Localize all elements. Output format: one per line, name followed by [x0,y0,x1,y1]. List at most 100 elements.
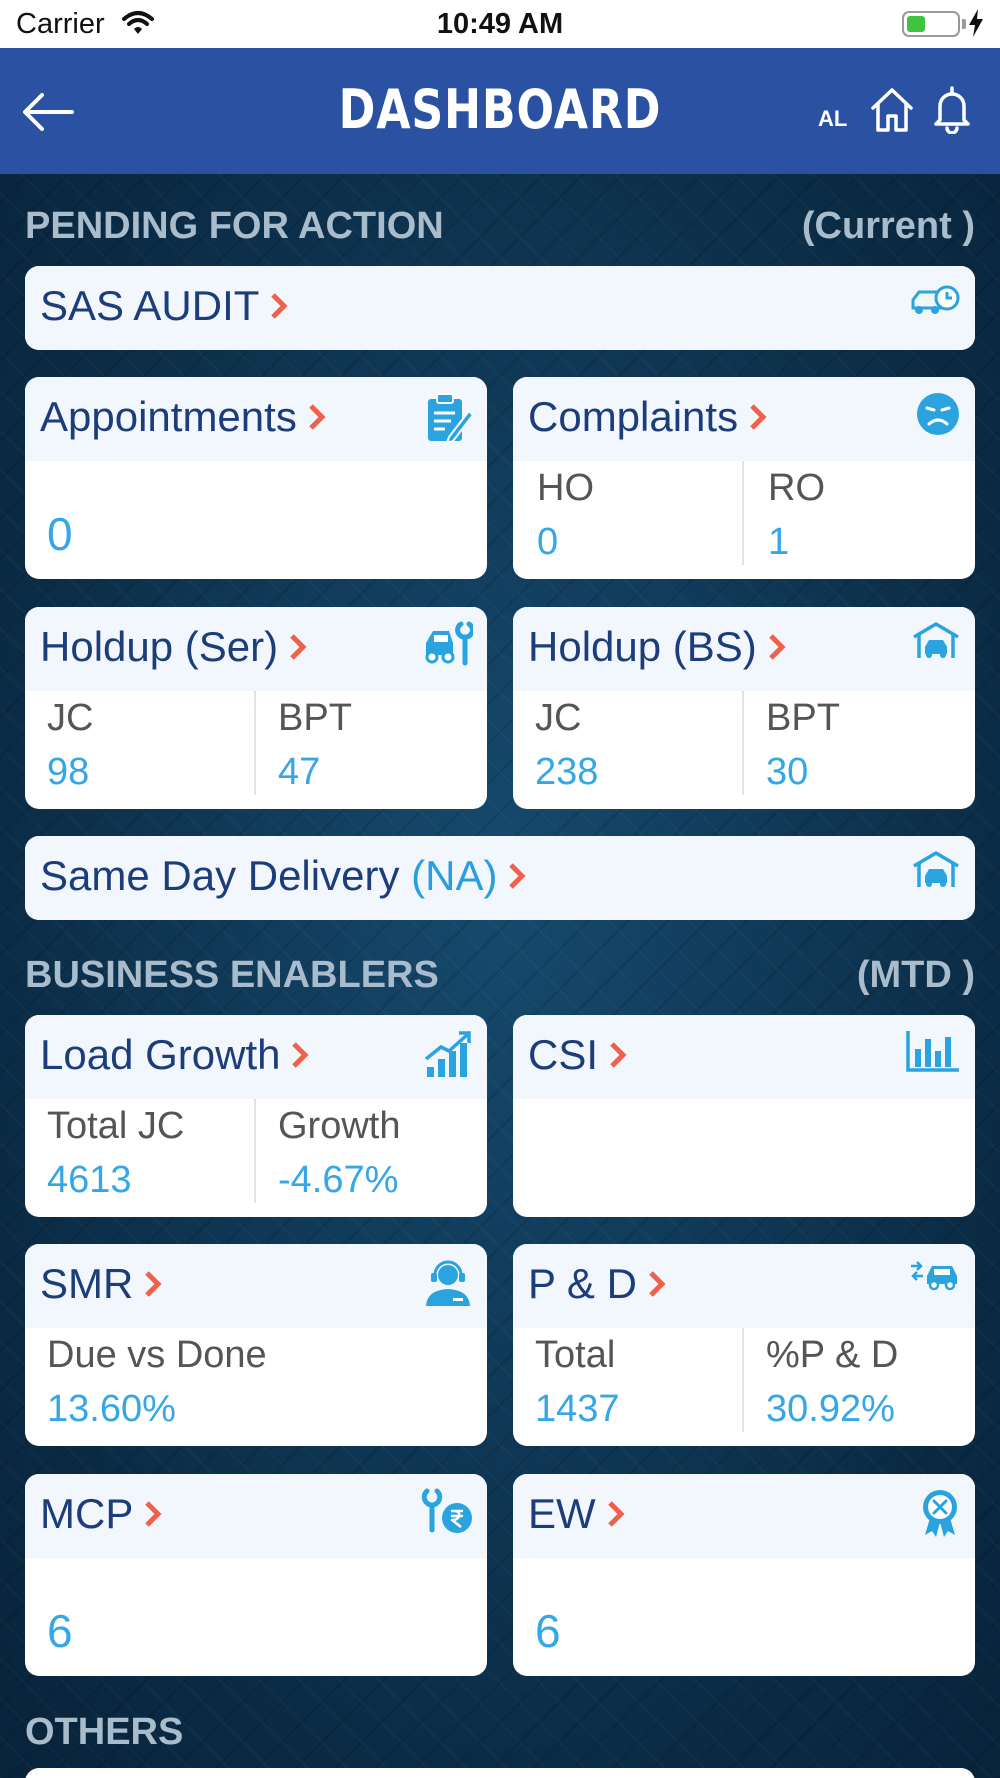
same-day-delivery-card[interactable]: Same Day Delivery (NA) [25,836,975,920]
smr-title: SMR [40,1260,163,1308]
section-pending-header: PENDING FOR ACTION (Current ) [25,205,975,248]
holdup-bs-jc-value: 238 [535,751,599,793]
sas-audit-title: SAS AUDIT [40,282,289,330]
pd-percent-label: %P & D [766,1334,899,1376]
pd-total-value: 1437 [535,1388,620,1430]
holdup-ser-jc-value: 98 [47,751,90,793]
ew-card[interactable]: EW 6 [513,1474,975,1676]
garage-car-icon [911,850,961,895]
smr-due-label: Due vs Done [47,1334,267,1376]
chevron-right-icon [750,404,767,430]
holdup-ser-bpt-label: BPT [278,697,352,739]
growth-chart-icon [423,1029,473,1084]
sas-audit-card[interactable]: SAS AUDIT [25,266,975,350]
complaints-ro-value: 1 [768,521,790,563]
user-initials[interactable]: AL [818,106,848,131]
home-icon[interactable] [870,86,914,139]
holdup-bs-card[interactable]: Holdup (BS) JC 238 BPT 30 [513,607,975,809]
complaints-card[interactable]: Complaints HO 0 RO 1 [513,377,975,579]
pd-percent-col: %P & D 30.92% [742,1328,975,1432]
load-growth-title: Load Growth [40,1031,310,1079]
chevron-right-icon [607,1501,625,1527]
mcp-title: MCP [40,1490,163,1538]
appointments-card[interactable]: Appointments 0 [25,377,487,579]
csi-card[interactable]: CSI [513,1015,975,1217]
award-badge-icon [919,1488,961,1543]
car-clock-icon [909,280,961,325]
page-title: DASHBOARD [338,78,662,141]
chevron-right-icon [290,634,307,660]
same-day-delivery-status: (NA) [411,852,498,899]
section-others-header: OTHERS [25,1711,975,1754]
pd-total-label: Total [535,1334,616,1376]
chevron-right-icon [309,404,326,430]
wrench-rupee-icon [421,1488,473,1541]
holdup-ser-card[interactable]: Holdup (Ser) JC 98 BPT 47 [25,607,487,809]
load-growth-growth-col: Growth -4.67% [254,1099,487,1203]
chevron-right-icon [145,1271,162,1297]
car-transfer-icon [909,1258,961,1297]
holdup-ser-bpt-value: 47 [278,751,321,793]
back-arrow-icon[interactable] [22,92,74,137]
nav-bar: DASHBOARD AL [0,48,1000,174]
pd-card[interactable]: P & D Total 1437 %P & D 30.92% [513,1244,975,1446]
holdup-bs-bpt-label: BPT [766,697,840,739]
holdup-bs-title: Holdup (BS) [528,623,787,671]
pd-percent-value: 30.92% [766,1388,895,1430]
clipboard-edit-icon [425,391,475,450]
holdup-ser-bpt-col: BPT 47 [254,691,487,795]
complaints-ho-label: HO [537,467,594,509]
load-growth-total-value: 4613 [47,1159,132,1201]
section-pending-period: (Current ) [801,205,975,247]
status-bar: Carrier 10:49 AM [0,0,1000,48]
others-card-partial[interactable] [25,1768,975,1778]
complaints-ho-col: HO 0 [513,461,743,579]
chevron-right-icon [509,863,526,889]
smr-due-value: 13.60% [47,1388,176,1430]
section-business-header: BUSINESS ENABLERS (MTD ) [25,954,975,997]
complaints-ho-value: 0 [537,521,559,563]
car-wrench-icon [423,621,475,672]
mcp-value: 6 [47,1605,73,1657]
chevron-right-icon [610,1042,627,1068]
load-growth-growth-label: Growth [278,1105,401,1147]
holdup-bs-bpt-value: 30 [766,751,809,793]
sad-face-icon [915,391,961,442]
load-growth-total-col: Total JC 4613 [25,1099,255,1217]
section-pending-title: PENDING FOR ACTION [25,205,444,247]
appointments-title: Appointments [40,393,327,441]
chevron-right-icon [649,1271,666,1297]
section-business-period: (MTD ) [856,954,975,996]
chevron-right-icon [271,293,288,319]
holdup-ser-jc-label: JC [47,697,94,739]
pd-title: P & D [528,1260,667,1308]
holdup-ser-jc-col: JC 98 [25,691,255,809]
csi-title: CSI [528,1031,628,1079]
garage-car-icon [911,621,961,666]
complaints-ro-col: RO 1 [742,461,975,565]
holdup-ser-title: Holdup (Ser) [40,623,308,671]
smr-due-col: Due vs Done 13.60% [25,1328,487,1446]
load-growth-total-label: Total JC [47,1105,185,1147]
battery-tip [962,19,966,29]
appointments-value: 0 [47,508,73,560]
chevron-right-icon [292,1042,310,1068]
charging-icon [968,9,984,42]
support-agent-icon [423,1258,473,1313]
holdup-bs-jc-label: JC [535,697,582,739]
chevron-right-icon [145,1501,162,1527]
status-time: 10:49 AM [436,8,564,40]
pd-total-col: Total 1437 [513,1328,743,1446]
ew-title: EW [528,1490,626,1538]
chevron-right-icon [768,634,786,660]
bar-chart-icon [905,1029,961,1078]
bell-icon[interactable] [932,84,972,139]
holdup-bs-jc-col: JC 238 [513,691,743,809]
mcp-card[interactable]: MCP 6 [25,1474,487,1676]
section-others-title: OTHERS [25,1711,184,1753]
load-growth-growth-value: -4.67% [278,1159,399,1201]
load-growth-card[interactable]: Load Growth Total JC 4613 Growth -4.67% [25,1015,487,1217]
ew-value: 6 [535,1605,561,1657]
complaints-ro-label: RO [768,467,825,509]
smr-card[interactable]: SMR Due vs Done 13.60% [25,1244,487,1446]
